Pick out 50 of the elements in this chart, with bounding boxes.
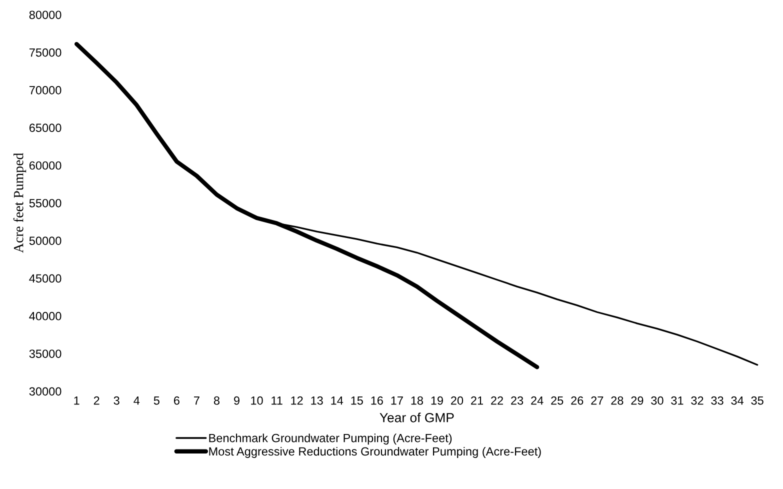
x-tick-label: 35 (751, 396, 764, 405)
x-tick-label: 12 (291, 396, 303, 405)
legend-label: Benchmark Groundwater Pumping (Acre-Feet) (209, 434, 452, 445)
x-tick-label: 14 (331, 396, 344, 405)
y-tick-label: 40000 (29, 312, 62, 320)
x-tick-label: 15 (351, 396, 363, 405)
x-tick-label: 3 (114, 396, 120, 405)
y-tick-label: 35000 (29, 350, 62, 358)
y-axis-title: Acre feet Pumped (13, 152, 26, 253)
x-tick-label: 4 (134, 396, 140, 405)
x-tick-label: 6 (174, 396, 180, 405)
legend-label: Most Aggressive Reductions Groundwater Pumping (Acre-Feet) (209, 446, 541, 458)
x-tick-label: 10 (251, 396, 263, 405)
x-tick-label: 34 (731, 396, 744, 405)
x-tick-label: 5 (154, 396, 160, 405)
x-tick-label: 29 (631, 396, 644, 405)
x-tick-label: 8 (214, 396, 220, 405)
x-tick-label: 23 (511, 396, 524, 405)
x-tick-label: 20 (451, 396, 464, 405)
x-tick-label: 1 (74, 396, 80, 405)
y-tick-label: 55000 (29, 198, 62, 208)
y-tick-label: 60000 (29, 161, 62, 170)
x-tick-label: 22 (491, 396, 504, 405)
x-tick-label: 13 (311, 396, 323, 405)
x-tick-label: 30 (651, 396, 664, 405)
x-tick-label: 21 (471, 396, 484, 405)
y-tick-label: 75000 (29, 48, 62, 57)
x-tick-label: 25 (551, 396, 564, 405)
x-tick-label: 2 (94, 396, 100, 405)
y-tick-label: 45000 (29, 274, 62, 283)
y-tick-label: 80000 (29, 10, 62, 20)
x-tick-label: 7 (194, 396, 200, 405)
x-tick-label: 24 (531, 396, 544, 405)
x-tick-label: 9 (234, 396, 240, 405)
x-tick-label: 26 (571, 396, 584, 405)
x-tick-label: 18 (411, 396, 423, 405)
x-tick-label: 16 (371, 396, 383, 405)
y-tick-label: 65000 (29, 124, 62, 132)
y-tick-label: 70000 (29, 86, 62, 94)
x-tick-label: 33 (711, 396, 724, 405)
x-tick-label: 28 (611, 396, 624, 405)
x-tick-label: 11 (272, 396, 282, 405)
x-tick-label: 31 (671, 396, 684, 405)
x-axis-title: Year of GMP (380, 412, 454, 422)
y-tick-label: 30000 (29, 387, 62, 396)
x-tick-label: 19 (431, 396, 443, 405)
x-tick-label: 17 (391, 396, 403, 405)
y-tick-label: 50000 (29, 236, 62, 245)
x-tick-label: 32 (691, 396, 704, 405)
x-tick-label: 27 (591, 396, 604, 405)
